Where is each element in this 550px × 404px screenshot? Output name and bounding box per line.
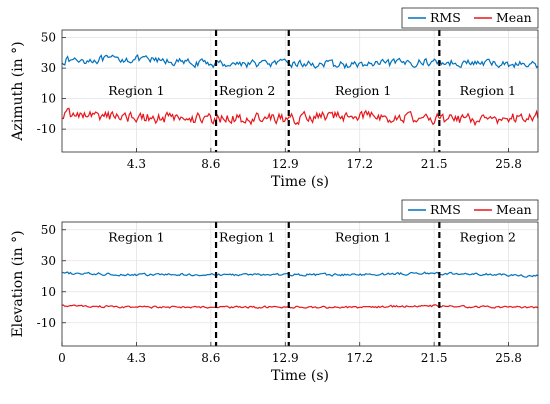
region-label: Region 1 [460,83,516,98]
legend-label: RMS [430,10,461,25]
elevation-chart: Region 1 Region 1 Region 1 Region 2 0 4.3 8.6 1… [10,199,539,384]
x-tick-label: 0 [58,351,66,365]
x-tick-label: 12.9 [272,157,299,171]
y-tick-label: 30 [41,254,56,268]
x-tick-label: 21.5 [421,351,448,365]
region-label: Region 2 [219,83,275,98]
y-axis-label: Elevation (in °) [10,230,26,337]
x-axis-label: Time (s) [271,368,329,384]
axes-frame [61,29,539,153]
azimuth-chart: Region 1 Region 2 Region 1 Region 1 4.3 8.6 12… [10,7,539,190]
legend-box [401,199,539,221]
y-axis-label: Azimuth (in °) [10,41,26,141]
legend-label: RMS [430,202,461,217]
region-label: Region 1 [108,230,164,245]
x-tick-label: 25.8 [495,351,522,365]
legend-label: Mean [496,202,532,217]
legend-box [401,7,539,29]
y-tick-label: 30 [41,61,56,75]
x-tick-label: 4.3 [127,351,146,365]
y-tick-label: 50 [41,223,56,237]
y-tick-label: 10 [41,285,56,299]
region-label: Region 1 [219,230,275,245]
plot-area [62,222,538,346]
region-label: Region 1 [335,83,391,98]
series-line-rms [61,271,539,278]
plot-area [62,30,538,152]
region-label: Region 1 [335,230,391,245]
x-tick-label: 25.8 [495,157,522,171]
x-axis-label: Time (s) [271,174,329,190]
y-tick-label: -10 [37,316,56,330]
x-tick-label: 4.3 [127,157,146,171]
y-tick-label: 50 [41,31,56,45]
y-tick-label: 10 [41,92,56,106]
x-tick-label: 17.2 [346,157,373,171]
series-line-mean [61,304,539,309]
region-label: Region 1 [108,83,164,98]
x-tick-label: 8.6 [201,351,220,365]
region-label: Region 2 [460,230,516,245]
axes-frame [61,221,539,347]
x-tick-label: 12.9 [272,351,299,365]
legend-label: Mean [496,10,532,25]
x-tick-label: 8.6 [201,157,220,171]
series-line-mean [61,107,539,127]
series-line-rms [61,53,539,70]
x-tick-label: 21.5 [421,157,448,171]
y-tick-label: -10 [37,122,56,136]
x-tick-label: 17.2 [346,351,373,365]
